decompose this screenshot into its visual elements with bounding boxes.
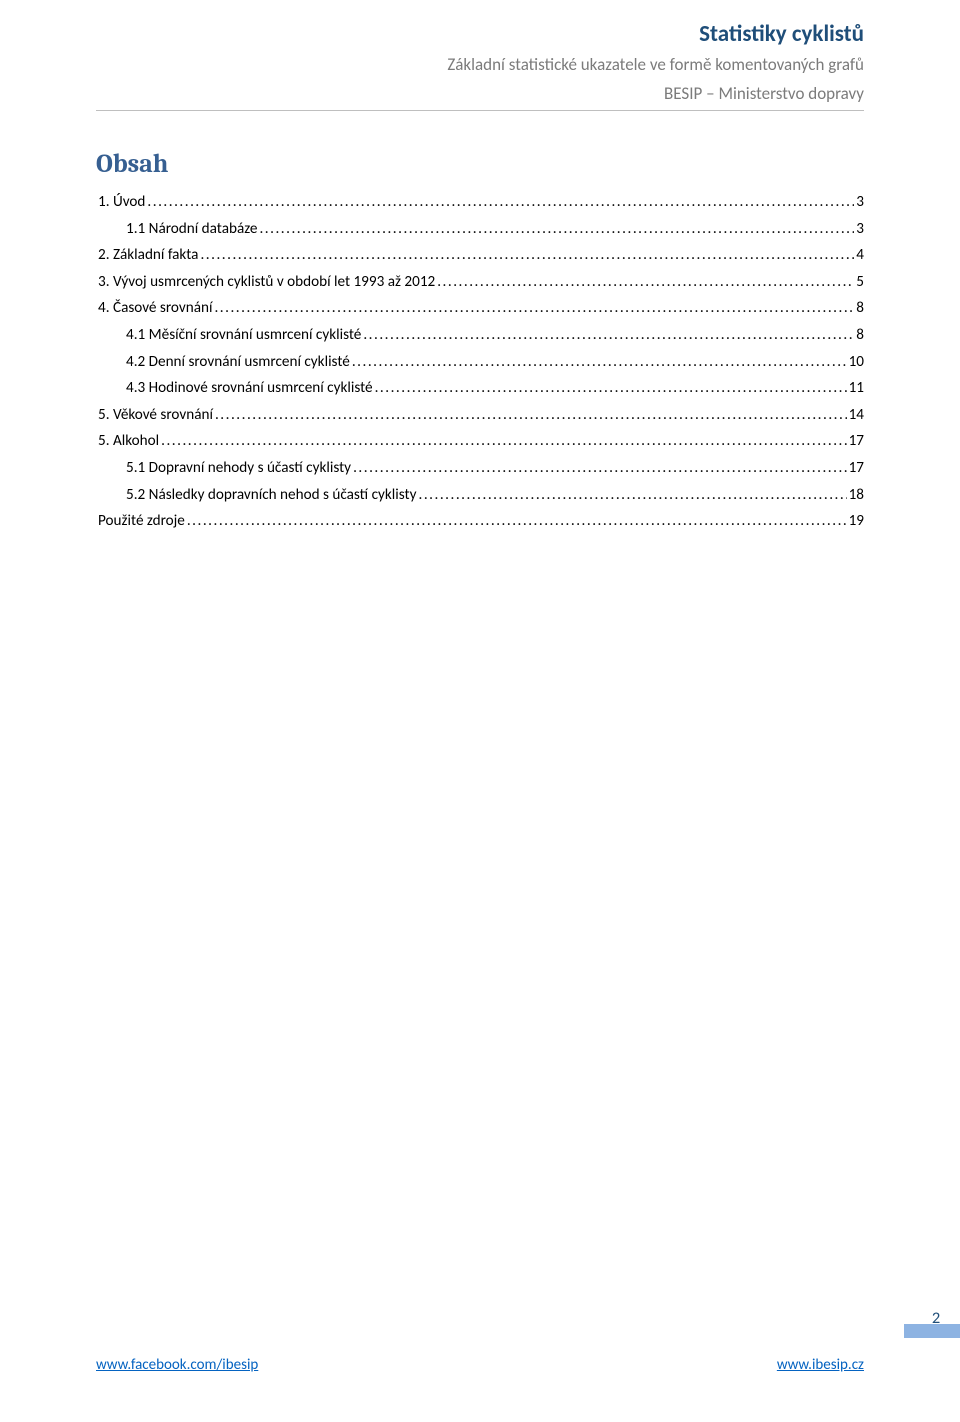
toc-entry-page: 19 bbox=[849, 508, 864, 535]
table-of-contents: 1. Úvod 31.1 Národní databáze 32. Základ… bbox=[98, 189, 864, 535]
toc-leader-dots bbox=[215, 402, 847, 429]
toc-entry[interactable]: 4. Časové srovnání 8 bbox=[98, 295, 864, 322]
toc-entry[interactable]: 4.2 Denní srovnání usmrcení cyklisté 10 bbox=[98, 349, 864, 376]
toc-entry-label: 4. Časové srovnání bbox=[98, 295, 212, 322]
toc-entry-page: 14 bbox=[849, 402, 864, 429]
toc-entry[interactable]: 1. Úvod 3 bbox=[98, 189, 864, 216]
footer-left-link[interactable]: www.facebook.com/ibesip bbox=[96, 1356, 258, 1374]
toc-heading: Obsah bbox=[96, 149, 864, 179]
toc-entry-page: 10 bbox=[849, 349, 864, 376]
toc-entry-page: 8 bbox=[856, 295, 864, 322]
toc-entry-page: 5 bbox=[856, 269, 864, 296]
toc-entry-label: 3. Vývoj usmrcených cyklistů v období le… bbox=[98, 269, 435, 296]
toc-leader-dots bbox=[147, 189, 854, 216]
toc-leader-dots bbox=[352, 349, 847, 376]
toc-leader-dots bbox=[363, 322, 854, 349]
page: Statistiky cyklistů Základní statistické… bbox=[0, 0, 960, 1422]
document-subtitle: Základní statistické ukazatele ve formě … bbox=[96, 54, 864, 75]
toc-leader-dots bbox=[161, 428, 846, 455]
toc-entry-label: 4.2 Denní srovnání usmrcení cyklisté bbox=[126, 349, 350, 376]
toc-entry[interactable]: 4.1 Měsíční srovnání usmrcení cyklisté 8 bbox=[98, 322, 864, 349]
toc-entry-page: 17 bbox=[849, 455, 864, 482]
toc-entry-label: 1. Úvod bbox=[98, 189, 145, 216]
toc-entry-label: 2. Základní fakta bbox=[98, 242, 198, 269]
toc-entry-page: 18 bbox=[849, 482, 864, 509]
toc-entry-page: 17 bbox=[849, 428, 864, 455]
toc-entry-label: 5. Věkové srovnání bbox=[98, 402, 213, 429]
footer-right-link[interactable]: www.ibesip.cz bbox=[777, 1356, 864, 1374]
toc-entry-label: 1.1 Národní databáze bbox=[126, 216, 257, 243]
toc-entry-page: 3 bbox=[856, 189, 864, 216]
toc-entry-page: 8 bbox=[856, 322, 864, 349]
toc-entry[interactable]: 5. Alkohol 17 bbox=[98, 428, 864, 455]
document-org: BESIP – Ministerstvo dopravy bbox=[96, 83, 864, 104]
toc-entry-page: 11 bbox=[849, 375, 864, 402]
toc-entry-label: 5. Alkohol bbox=[98, 428, 159, 455]
toc-entry[interactable]: 5.2 Následky dopravních nehod s účastí c… bbox=[98, 482, 864, 509]
toc-entry-label: 4.3 Hodinové srovnání usmrcení cyklisté bbox=[126, 375, 373, 402]
document-header: Statistiky cyklistů Základní statistické… bbox=[96, 20, 864, 111]
toc-entry[interactable]: 5. Věkové srovnání 14 bbox=[98, 402, 864, 429]
toc-entry[interactable]: 2. Základní fakta 4 bbox=[98, 242, 864, 269]
document-title: Statistiky cyklistů bbox=[96, 20, 864, 48]
toc-leader-dots bbox=[418, 482, 846, 509]
toc-leader-dots bbox=[214, 295, 854, 322]
toc-entry[interactable]: 4.3 Hodinové srovnání usmrcení cyklisté … bbox=[98, 375, 864, 402]
toc-leader-dots bbox=[353, 455, 847, 482]
toc-entry[interactable]: Použité zdroje 19 bbox=[98, 508, 864, 535]
toc-entry[interactable]: 1.1 Národní databáze 3 bbox=[98, 216, 864, 243]
toc-leader-dots bbox=[200, 242, 854, 269]
toc-entry-label: Použité zdroje bbox=[98, 508, 185, 535]
toc-entry-label: 5.1 Dopravní nehody s účastí cyklisty bbox=[126, 455, 351, 482]
page-footer: www.facebook.com/ibesip www.ibesip.cz bbox=[96, 1356, 864, 1374]
toc-entry[interactable]: 3. Vývoj usmrcených cyklistů v období le… bbox=[98, 269, 864, 296]
toc-leader-dots bbox=[375, 375, 847, 402]
toc-entry-page: 4 bbox=[856, 242, 864, 269]
toc-entry-label: 4.1 Měsíční srovnání usmrcení cyklisté bbox=[126, 322, 361, 349]
toc-entry[interactable]: 5.1 Dopravní nehody s účastí cyklisty 17 bbox=[98, 455, 864, 482]
toc-entry-page: 3 bbox=[856, 216, 864, 243]
page-number-accent-bar bbox=[904, 1324, 960, 1338]
toc-leader-dots bbox=[437, 269, 854, 296]
toc-entry-label: 5.2 Následky dopravních nehod s účastí c… bbox=[126, 482, 416, 509]
toc-leader-dots bbox=[259, 216, 854, 243]
header-divider bbox=[96, 110, 864, 111]
toc-leader-dots bbox=[187, 508, 847, 535]
